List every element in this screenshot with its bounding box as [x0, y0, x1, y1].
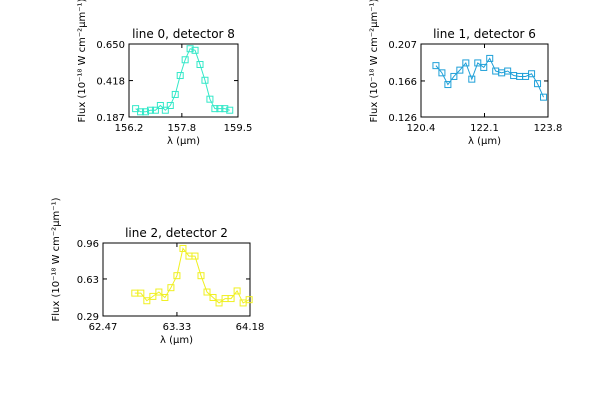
plot-title: line 1, detector 6 — [433, 27, 536, 41]
y-tick-label: 0.63 — [77, 275, 99, 286]
marker — [201, 76, 209, 84]
y-tick-label: 0.96 — [77, 239, 99, 250]
marker — [216, 105, 224, 113]
marker — [215, 299, 223, 307]
y-axis-label: Flux (10⁻¹⁸ W cm⁻²μm⁻¹) — [51, 197, 62, 321]
marker — [161, 106, 169, 114]
y-tick-label: 0.207 — [388, 40, 417, 51]
marker — [197, 272, 205, 280]
y-tick-label: 0.126 — [388, 113, 417, 124]
marker — [432, 62, 440, 70]
plot-frame — [102, 242, 251, 317]
y-tick-label: 0.166 — [388, 77, 417, 88]
plot-title: line 0, detector 8 — [132, 27, 235, 41]
x-axis-label: λ (μm) — [468, 136, 501, 147]
marker — [151, 106, 159, 114]
marker — [146, 106, 154, 114]
marker — [462, 59, 470, 67]
x-axis-label: λ (μm) — [160, 335, 193, 346]
x-tick-label: 63.33 — [163, 322, 192, 333]
marker — [173, 272, 181, 280]
series-line — [435, 57, 544, 98]
marker — [149, 292, 157, 300]
marker — [534, 80, 542, 88]
marker — [450, 72, 458, 80]
x-tick-label: 120.4 — [407, 123, 436, 134]
marker — [233, 287, 241, 295]
marker — [191, 46, 199, 54]
y-tick-label: 0.650 — [96, 40, 125, 51]
marker — [143, 297, 151, 305]
marker — [171, 90, 179, 98]
x-tick-label: 64.18 — [236, 322, 265, 333]
marker — [480, 63, 488, 71]
marker — [176, 72, 184, 80]
marker — [167, 284, 175, 292]
marker — [166, 101, 174, 109]
x-tick-label: 156.2 — [115, 123, 144, 134]
x-axis-label: λ (μm) — [167, 136, 200, 147]
marker — [444, 81, 452, 89]
x-tick-label: 157.8 — [168, 123, 197, 134]
marker — [221, 105, 229, 113]
marker — [155, 288, 163, 296]
marker — [227, 295, 235, 303]
marker — [211, 105, 219, 113]
marker — [540, 93, 548, 101]
series-line — [135, 48, 230, 113]
marker — [142, 108, 150, 116]
marker — [181, 56, 189, 64]
marker — [456, 66, 464, 74]
marker — [245, 296, 253, 304]
marker — [186, 45, 194, 53]
x-tick-label: 62.47 — [89, 322, 118, 333]
x-tick-label: 159.5 — [224, 123, 253, 134]
marker — [156, 101, 164, 109]
marker — [474, 59, 482, 67]
marker — [504, 67, 512, 75]
marker — [209, 293, 217, 301]
marker — [438, 69, 446, 77]
y-tick-label: 0.29 — [77, 312, 99, 323]
plot-title: line 2, detector 2 — [125, 226, 228, 240]
y-axis-label: Flux (10⁻¹⁸ W cm⁻²μm⁻¹) — [77, 0, 88, 122]
marker — [179, 244, 187, 252]
marker — [196, 60, 204, 68]
y-axis-label: Flux (10⁻¹⁸ W cm⁻²μm⁻¹) — [369, 0, 380, 122]
marker — [191, 252, 199, 260]
marker — [137, 289, 145, 297]
marker — [226, 106, 234, 114]
marker — [161, 293, 169, 301]
marker — [468, 75, 476, 83]
y-tick-label: 0.418 — [96, 77, 125, 88]
marker — [206, 95, 214, 103]
x-tick-label: 123.8 — [534, 123, 563, 134]
marker — [486, 54, 494, 62]
y-tick-label: 0.187 — [96, 113, 125, 124]
marker — [528, 70, 536, 78]
marker — [137, 108, 145, 116]
plot-frame — [420, 43, 549, 118]
x-tick-label: 122.1 — [470, 123, 499, 134]
marker — [203, 288, 211, 296]
